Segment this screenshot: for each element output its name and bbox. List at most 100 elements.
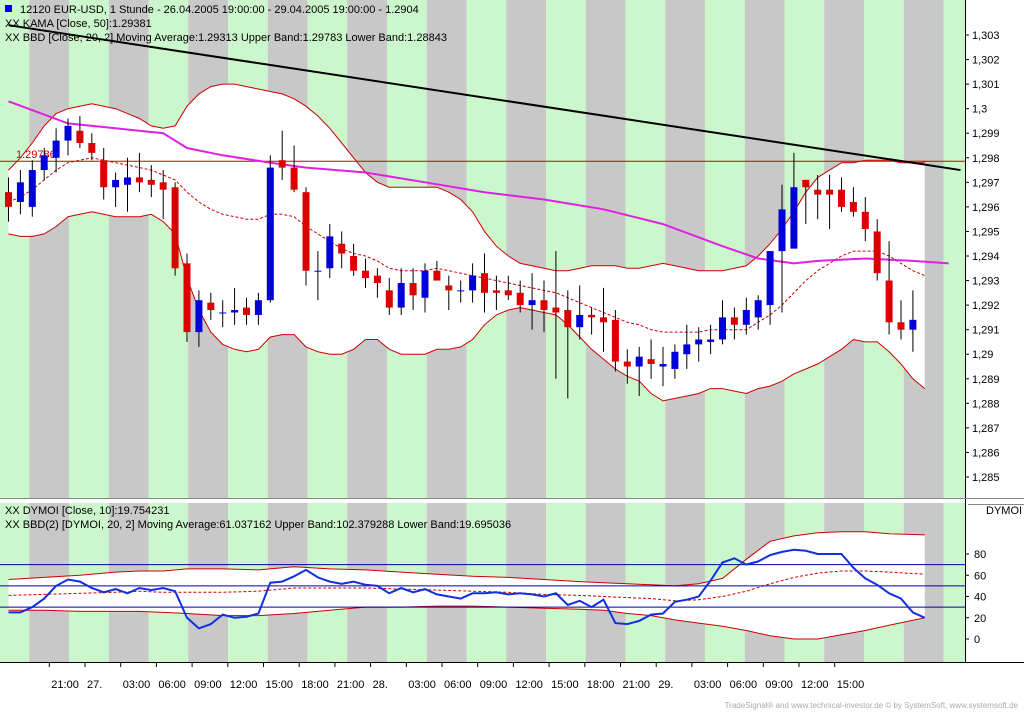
candle-body <box>719 317 726 340</box>
time-tick-label: 28. <box>373 679 388 691</box>
candle-body <box>730 317 738 325</box>
time-tick-label: 03:00 <box>408 679 436 691</box>
dymoi-bollinger-upper <box>8 531 925 587</box>
bollinger-mid-line <box>8 157 925 333</box>
candle-body <box>481 273 488 293</box>
bottom-axis-bg <box>0 662 1024 712</box>
dymoi-line <box>8 548 926 630</box>
candle-body <box>314 270 322 272</box>
candle-body <box>207 302 215 311</box>
candle-body <box>362 270 369 279</box>
dymoi-bollinger-fill <box>8 531 925 639</box>
candle-body <box>766 251 774 306</box>
candle-body <box>52 140 60 158</box>
legend-kama: XX KAMA [Close, 50]:1.29381 <box>5 18 152 30</box>
candle-body <box>278 160 286 168</box>
price-tick-label: 1,301 <box>972 79 1000 91</box>
candle-body <box>40 155 48 171</box>
candle-body <box>564 310 572 328</box>
candle-body <box>135 177 143 183</box>
candle-body <box>588 314 596 318</box>
price-hline-label: 1.29786 <box>16 149 56 161</box>
candle-body <box>421 270 429 298</box>
candle-body <box>373 275 381 284</box>
candle-body <box>492 290 500 293</box>
panel-separator <box>0 498 1024 503</box>
time-tick-label: 15:00 <box>551 679 579 691</box>
dymoi-tick-label: 60 <box>974 570 986 582</box>
candle-body <box>409 283 417 296</box>
time-tick-label: 29. <box>658 679 673 691</box>
price-tick-label: 1,292 <box>972 300 1000 312</box>
candle-body <box>635 356 643 367</box>
candle-body <box>183 263 191 333</box>
candle-body <box>124 177 131 185</box>
time-tick-label: 21:00 <box>623 679 651 691</box>
time-tick-label: 15:00 <box>837 679 865 691</box>
candle-body <box>754 300 762 318</box>
price-tick-label: 1,3 <box>972 104 987 116</box>
legend-dymoi: XX DYMOI [Close, 10]:19.754231 <box>5 505 169 517</box>
candle-body <box>195 300 203 333</box>
price-tick-label: 1,295 <box>972 226 1000 238</box>
dymoi-tick-label: 0 <box>974 634 980 646</box>
kama-line <box>8 100 949 265</box>
bollinger-upper-line <box>8 83 925 272</box>
candle-body <box>838 189 845 207</box>
chart-title: 12120 EUR-USD, 1 Stunde - 26.04.2005 19:… <box>20 4 419 16</box>
candle-body <box>28 170 36 207</box>
time-tick-label: 06:00 <box>158 679 186 691</box>
candle-body <box>528 300 536 306</box>
candle-body <box>254 300 262 315</box>
price-tick-label: 1,296 <box>972 202 1000 214</box>
candle-body <box>873 231 881 274</box>
time-tick-label: 21:00 <box>337 679 365 691</box>
candle-body <box>683 344 691 355</box>
candle-body <box>100 160 108 188</box>
candle-body <box>814 189 822 195</box>
candle-body <box>909 319 917 330</box>
time-tick-label: 21:00 <box>51 679 79 691</box>
candle-body <box>742 310 750 325</box>
price-tick-label: 1,294 <box>972 251 1000 263</box>
candle-body <box>516 292 524 306</box>
candle-body <box>243 307 250 315</box>
price-tick-label: 1,303 <box>972 30 1000 42</box>
time-tick-label: 09:00 <box>765 679 793 691</box>
candle-body <box>457 290 465 292</box>
bollinger-fill <box>8 84 925 401</box>
price-tick-label: 1,302 <box>972 55 1000 67</box>
time-stripe <box>69 0 109 662</box>
candle-body <box>469 275 477 291</box>
price-tick-label: 1,297 <box>972 177 1000 189</box>
time-tick-label: 15:00 <box>266 679 294 691</box>
price-tick-label: 1,298 <box>972 153 1000 165</box>
candle-body <box>647 359 655 365</box>
indicator-panel <box>0 498 1024 640</box>
series-square-icon <box>5 5 12 12</box>
candle-body <box>600 317 607 323</box>
price-tick-label: 1,286 <box>972 447 1000 459</box>
panel-label-dymoi: DYMOI <box>986 505 1022 517</box>
candle-body <box>695 339 703 345</box>
candle-body <box>623 361 631 367</box>
time-stripe <box>943 0 965 662</box>
time-tick-label: 12:00 <box>801 679 829 691</box>
time-tick-label: 12:00 <box>515 679 543 691</box>
candle-body <box>16 182 24 202</box>
time-stripe <box>506 0 546 662</box>
candle-body <box>552 307 560 313</box>
candle-body <box>219 312 227 314</box>
time-tick-label: 18:00 <box>587 679 615 691</box>
price-tick-label: 1,288 <box>972 398 1000 410</box>
price-tick-label: 1,293 <box>972 276 1000 288</box>
time-stripe <box>148 0 189 662</box>
price-tick-label: 1,29 <box>972 349 993 361</box>
candle-body <box>897 322 905 330</box>
candle-body <box>576 314 584 328</box>
candle-body <box>231 310 239 313</box>
time-tick-label: 12:00 <box>230 679 258 691</box>
